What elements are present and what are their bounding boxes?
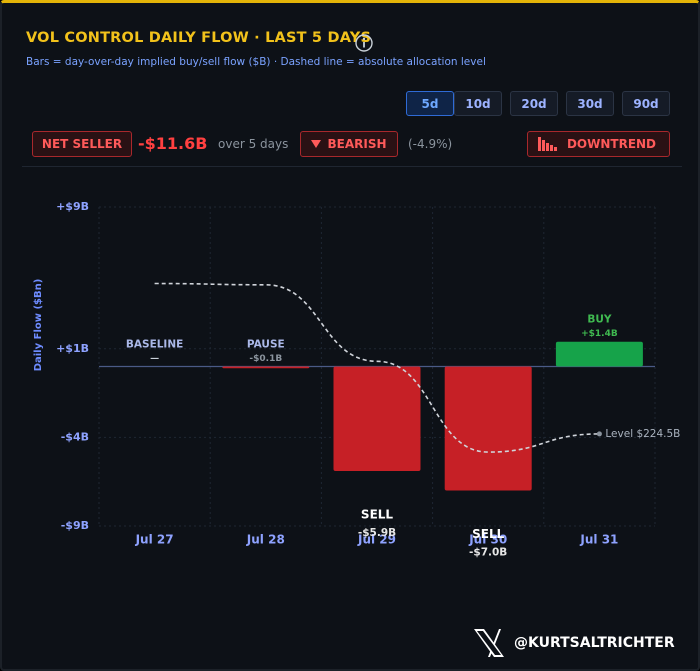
change: (-4.9%) bbox=[408, 137, 453, 151]
bar-tag: PAUSE bbox=[247, 339, 285, 351]
y-tick-label: -$9B bbox=[61, 519, 89, 532]
range-button[interactable]: 5d bbox=[406, 91, 454, 116]
bar-tag: SELL bbox=[472, 527, 504, 541]
bar-tag: BUY bbox=[587, 314, 612, 326]
x-tick-label: Jul 28 bbox=[246, 533, 285, 547]
x-tick-label: Jul 27 bbox=[135, 533, 174, 547]
x-tick-label: Jul 30 bbox=[468, 533, 507, 547]
y-tick-label: +$9B bbox=[56, 200, 89, 213]
trend: DOWNTREND bbox=[566, 137, 657, 151]
value-label: -$7.0B bbox=[469, 547, 507, 559]
sentiment-badge: BEARISH bbox=[300, 131, 398, 157]
y-axis-label: Daily Flow ($Bn) bbox=[33, 279, 44, 372]
net-flow: -$11.6B bbox=[138, 134, 208, 153]
bar-tag: BASELINE bbox=[126, 339, 183, 351]
value-label: +$1.4B bbox=[581, 329, 618, 339]
trend-icon bbox=[538, 137, 557, 151]
bar bbox=[444, 366, 532, 491]
trend-badge: DOWNTREND bbox=[527, 131, 670, 157]
y-tick-label: -$4B bbox=[61, 430, 89, 443]
value-label: — bbox=[150, 354, 159, 364]
bar bbox=[555, 341, 643, 367]
range-button[interactable]: 10d bbox=[454, 91, 502, 116]
value-label: -$0.1B bbox=[249, 354, 282, 364]
x-logo bbox=[474, 629, 504, 657]
title: VOL CONTROL DAILY FLOW · LAST 5 DAYS bbox=[26, 30, 372, 46]
value-label: -$5.9B bbox=[358, 527, 396, 539]
period: over 5 days bbox=[218, 137, 289, 151]
y-tick-label: +$1B bbox=[56, 342, 89, 355]
divider bbox=[22, 166, 682, 167]
x-tick-label: Jul 29 bbox=[357, 533, 396, 547]
down-arrow-icon bbox=[311, 140, 321, 148]
x-tick-label: Jul 31 bbox=[579, 533, 618, 547]
range-button[interactable]: 30d bbox=[566, 91, 614, 116]
bar-tag: SELL bbox=[361, 508, 393, 522]
info-icon[interactable] bbox=[354, 33, 374, 53]
level-line bbox=[154, 282, 600, 453]
bar bbox=[333, 366, 421, 472]
chart: Daily Flow ($Bn) +$9B +$1B -$4B -$9B Jul 27 B… bbox=[33, 200, 680, 559]
range-button[interactable]: 90d bbox=[622, 91, 670, 116]
level-point bbox=[596, 431, 602, 437]
range-button[interactable]: 20d bbox=[510, 91, 558, 116]
subtitle: Bars = day-over-day implied buy/sell flo… bbox=[26, 56, 486, 68]
bar bbox=[222, 366, 310, 369]
sentiment: BEARISH bbox=[327, 137, 387, 151]
status-badge: NET SELLER bbox=[32, 131, 132, 157]
handle: @KURTSALTRICHTER bbox=[514, 635, 675, 651]
level-label: Level $224.5B bbox=[605, 428, 680, 440]
